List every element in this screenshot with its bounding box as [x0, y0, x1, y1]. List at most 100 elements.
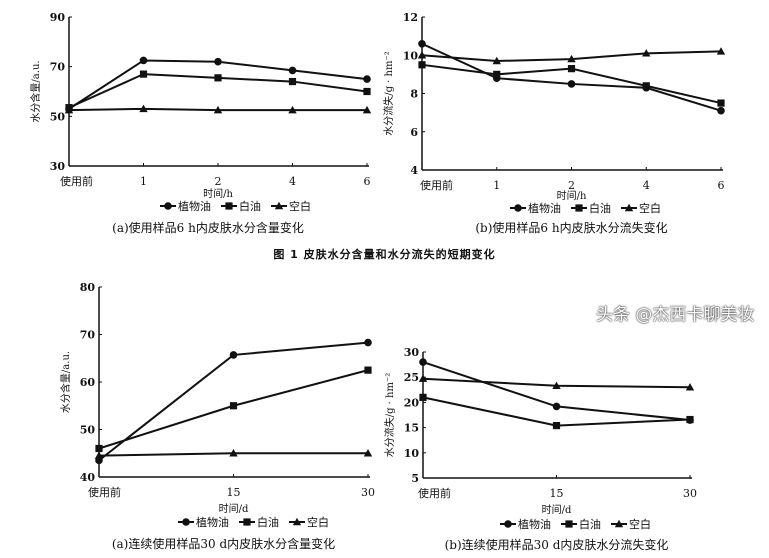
- data-point-circle: [229, 351, 238, 359]
- data-point-triangle: [362, 105, 372, 114]
- y-tick-label: 50: [50, 110, 66, 123]
- data-point-square: [642, 82, 650, 90]
- legend-marker-triangle: [624, 203, 634, 212]
- series-空白: [418, 374, 695, 391]
- series-line: [98, 341, 369, 462]
- x-axis-label: 时间/d: [542, 503, 572, 516]
- series-空白: [417, 47, 726, 65]
- data-point-circle: [364, 338, 372, 347]
- data-point-square: [364, 366, 372, 374]
- data-point-square: [288, 77, 297, 86]
- data-point-triangle: [213, 105, 223, 114]
- y-tick-label: 90: [50, 11, 66, 24]
- data-point-triangle: [229, 449, 238, 457]
- data-point-square: [363, 87, 371, 96]
- x-tick-label: 2: [215, 175, 222, 188]
- legend-label: 植物油: [518, 517, 551, 531]
- series-line: [422, 361, 691, 422]
- data-point-circle: [139, 56, 148, 65]
- x-tick-label: 使用前: [418, 486, 451, 500]
- legend-marker-triangle: [292, 517, 302, 526]
- data-point-triangle: [642, 49, 651, 57]
- series-白油: [419, 393, 694, 430]
- x-tick-label: 使用前: [88, 485, 121, 499]
- series-line: [421, 42, 722, 112]
- x-tick-label: 15: [227, 486, 241, 499]
- y-tick-label: 50: [80, 424, 96, 437]
- data-point-square: [717, 99, 725, 107]
- y-tick-label: 30: [50, 160, 66, 173]
- legend-marker-triangle: [274, 201, 284, 210]
- data-point-circle: [288, 66, 297, 75]
- y-tick-label: 8: [410, 88, 418, 101]
- data-point-square: [552, 421, 561, 430]
- x-tick-label: 使用前: [60, 174, 93, 188]
- series-line: [422, 396, 691, 427]
- y-tick-label: 25: [404, 371, 419, 384]
- watermark: 头条 @杰西卡聊美妆: [596, 305, 755, 325]
- x-tick-label: 6: [364, 175, 371, 188]
- chart-title: (b)使用样品6 h内皮肤水分流失变化: [475, 220, 667, 235]
- data-point-triangle: [418, 374, 428, 382]
- data-point-square: [686, 415, 694, 424]
- chart-title: (a)使用样品6 h内皮肤水分含量变化: [112, 220, 304, 235]
- legend-label: 白油: [257, 515, 279, 529]
- x-axis-label: 时间/h: [203, 187, 233, 200]
- data-point-square: [493, 70, 501, 78]
- series-植物油: [95, 338, 372, 465]
- legend-label: 白油: [239, 199, 261, 213]
- legend-label: 空白: [639, 201, 661, 215]
- x-tick-label: 30: [683, 487, 697, 500]
- data-point-triangle: [567, 54, 576, 63]
- data-point-triangle: [492, 56, 501, 65]
- data-point-triangle: [363, 449, 373, 457]
- y-tick-label: 40: [80, 471, 96, 484]
- legend-label: 空白: [629, 517, 651, 531]
- series-白油: [65, 70, 371, 112]
- series-植物油: [65, 56, 371, 113]
- x-tick-label: 6: [718, 179, 725, 192]
- legend-marker-triangle: [614, 519, 624, 528]
- legend-label: 植物油: [528, 201, 561, 215]
- data-point-circle: [418, 39, 426, 48]
- legend-label: 空白: [289, 199, 311, 213]
- x-axis-label: 时间/d: [219, 502, 249, 515]
- y-tick-label: 70: [80, 329, 96, 342]
- data-point-circle: [717, 106, 725, 115]
- legend-marker-square: [225, 202, 233, 210]
- y-tick-label: 15: [404, 422, 419, 435]
- data-point-square: [419, 393, 427, 401]
- series-植物油: [419, 358, 694, 424]
- data-point-triangle: [64, 105, 74, 114]
- y-tick-label: 5: [411, 472, 419, 485]
- legend-marker-circle: [504, 520, 512, 528]
- y-tick-label: 6: [410, 126, 418, 139]
- x-tick-label: 1: [140, 175, 147, 188]
- y-tick-label: 60: [80, 376, 96, 389]
- legend-marker-circle: [182, 518, 190, 526]
- data-point-circle: [214, 57, 222, 66]
- legend-label: 空白: [307, 515, 329, 529]
- y-tick-label: 70: [50, 61, 66, 74]
- x-tick-label: 4: [289, 175, 296, 188]
- x-tick-label: 15: [550, 487, 564, 500]
- legend: 植物油 白油 空白: [510, 201, 661, 215]
- y-tick-label: 30: [404, 346, 420, 359]
- y-tick-label: 12: [403, 11, 418, 24]
- data-point-circle: [419, 358, 427, 366]
- legend-label: 植物油: [196, 515, 229, 529]
- data-point-circle: [363, 75, 371, 83]
- data-point-circle: [552, 402, 561, 411]
- legend: 植物油 白油 空白: [160, 199, 311, 213]
- y-tick-label: 80: [80, 281, 96, 294]
- chart-1: 30 50 70 90 使用前 1 2 4 6 时间/h 水分含量/a.u. 植物油 白油 空白 (a)使用…: [29, 11, 372, 235]
- legend-label: 白油: [589, 201, 611, 215]
- y-axis-label: 水分流失/g · hm⁻²: [383, 373, 396, 458]
- data-point-triangle: [94, 451, 104, 459]
- legend-marker-square: [243, 518, 251, 526]
- legend: 植物油 白油 空白: [178, 515, 329, 529]
- y-axis-label: 水分含量/a.u.: [29, 60, 42, 122]
- data-point-square: [214, 74, 222, 82]
- series-空白: [64, 104, 372, 114]
